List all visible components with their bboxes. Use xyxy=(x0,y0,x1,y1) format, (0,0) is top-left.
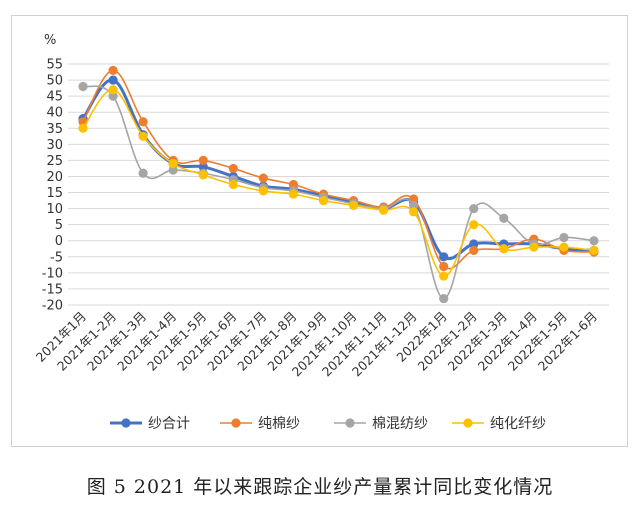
y-tick-label: 25 xyxy=(46,154,63,169)
data-point xyxy=(499,213,509,223)
data-point xyxy=(318,195,329,206)
data-point xyxy=(439,271,449,281)
grid-layer xyxy=(68,63,609,306)
data-point xyxy=(409,200,419,210)
legend: 纱合计 纯棉纱 棉混纺纱 纯化纤纱 xyxy=(110,415,546,432)
data-point xyxy=(258,173,268,183)
data-point xyxy=(439,261,449,272)
data-point xyxy=(439,293,449,304)
y-tick-label: 40 xyxy=(46,106,63,121)
data-point xyxy=(469,220,479,230)
data-point xyxy=(559,232,569,243)
data-point xyxy=(469,245,479,255)
y-tick-label: 30 xyxy=(46,138,63,153)
data-point xyxy=(108,65,118,76)
legend-label: 纯棉纱 xyxy=(258,415,300,432)
y-tick-label: 20 xyxy=(46,170,63,185)
legend-label: 纯化纤纱 xyxy=(490,416,546,432)
data-point xyxy=(78,123,88,133)
data-point xyxy=(168,165,178,175)
y-tick-label: 5 xyxy=(55,218,63,233)
series-4 xyxy=(78,85,599,281)
data-point xyxy=(228,179,238,190)
y-tick-label: 45 xyxy=(46,90,63,105)
data-point xyxy=(409,207,419,217)
data-point xyxy=(258,186,268,196)
data-point xyxy=(589,245,599,255)
data-point xyxy=(559,242,569,252)
legend-item: 纱合计 xyxy=(110,416,190,432)
y-tick-label: -10 xyxy=(42,266,63,281)
data-point xyxy=(288,189,299,199)
y-tick-label: -5 xyxy=(50,250,63,265)
data-point xyxy=(198,162,208,172)
y-tick-label: 10 xyxy=(46,202,63,217)
data-point xyxy=(108,85,118,95)
series-layer xyxy=(78,65,599,304)
legend-item: 纯棉纱 xyxy=(220,415,300,432)
data-point xyxy=(168,159,178,169)
data-point xyxy=(469,239,479,249)
series-line xyxy=(82,88,595,277)
y-tick-label: -20 xyxy=(42,299,63,314)
y-tick-label: 35 xyxy=(46,122,63,137)
legend-swatch-marker xyxy=(121,418,131,428)
data-point xyxy=(499,244,509,254)
x-tick-labels: 2021年1月2021年1-2月2021年1-3月2021年1-4月2021年1… xyxy=(33,309,600,380)
data-point xyxy=(228,163,238,174)
data-point xyxy=(138,131,148,141)
legend-item: 棉混纺纱 xyxy=(334,415,428,432)
data-point xyxy=(348,200,359,210)
data-point xyxy=(198,170,208,180)
legend-swatch-marker xyxy=(463,418,473,428)
y-tick-label: 15 xyxy=(46,186,63,201)
data-point xyxy=(469,204,479,214)
figure-caption: 图 5 2021 年以来跟踪企业纱产量累计同比变化情况 xyxy=(86,476,554,498)
legend-swatch-marker xyxy=(231,418,241,428)
data-point xyxy=(589,236,599,246)
data-point xyxy=(108,91,118,101)
data-point xyxy=(198,155,208,165)
y-tick-label: 50 xyxy=(46,74,63,89)
data-point xyxy=(378,205,389,215)
chart-frame: % 55 50 45 40 35 30 25 20 15 10 5 0 -5 -10 -15 -20 2021… xyxy=(11,15,628,447)
legend-label: 纱合计 xyxy=(148,416,190,432)
legend-label: 棉混纺纱 xyxy=(372,415,428,432)
data-point xyxy=(529,242,539,252)
data-point xyxy=(138,117,148,127)
data-point xyxy=(78,81,88,92)
y-tick-label: 55 xyxy=(46,58,63,73)
data-point xyxy=(288,179,299,190)
data-point xyxy=(439,252,449,262)
data-point xyxy=(108,75,118,85)
y-tick-label: 0 xyxy=(55,234,63,249)
y-tick-label: -15 xyxy=(42,282,63,297)
series-line xyxy=(81,78,595,260)
data-point xyxy=(409,194,419,204)
series-line xyxy=(82,69,595,270)
data-point xyxy=(138,168,148,178)
legend-swatch-marker xyxy=(345,418,355,428)
legend-item: 纯化纤纱 xyxy=(452,416,546,432)
y-unit-label: % xyxy=(44,33,56,48)
